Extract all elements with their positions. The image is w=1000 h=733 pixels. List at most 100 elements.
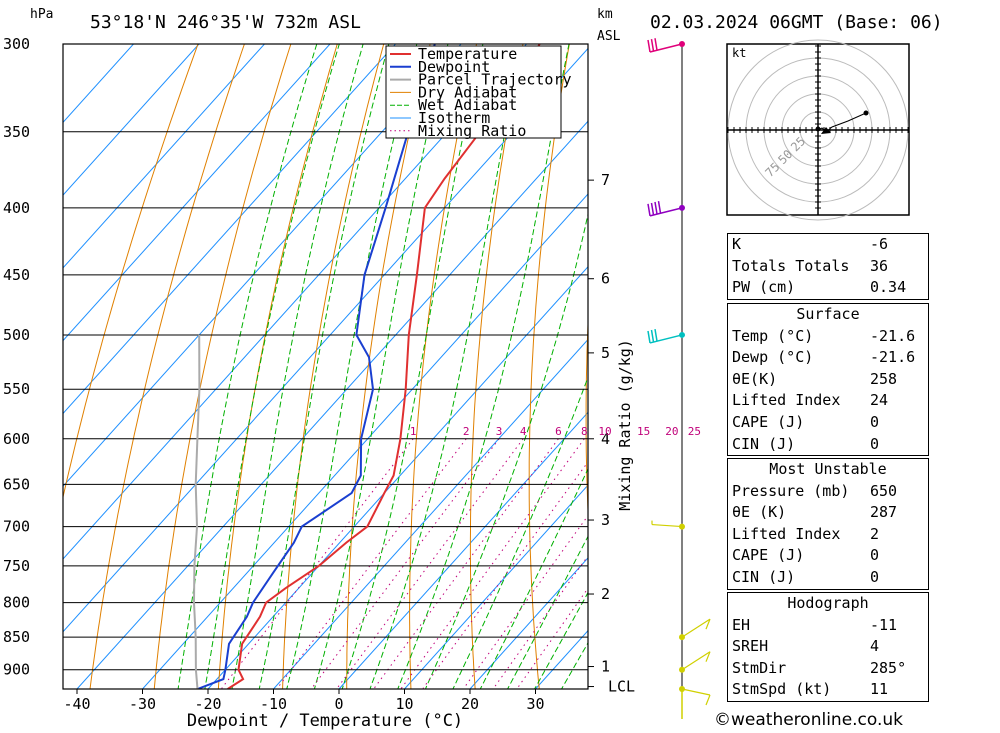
index-row: EH -11 — [728, 615, 928, 637]
dry-adiabat-line — [217, 44, 338, 689]
series-dewpoint — [197, 44, 436, 689]
mixing-ratio-label: 10 — [598, 425, 611, 438]
sounding-traces — [192, 44, 541, 689]
isotherm-line — [63, 44, 527, 560]
index-label: θE(K) — [732, 369, 778, 388]
isotherm-line — [63, 44, 265, 269]
hodograph-panel: Hodograph EH -11 SREH 4 StmDir 285° StmSpd (kt)… — [727, 592, 929, 702]
mixing-ratio-line — [400, 438, 585, 689]
wind-barb-shaft — [649, 207, 683, 217]
pressure-tick-label: 350 — [3, 123, 30, 141]
index-value: 0 — [870, 546, 880, 565]
panel-title: Surface — [796, 305, 860, 323]
pressure-tick-label: 850 — [3, 628, 30, 646]
hodograph-unit-label: kt — [732, 46, 746, 60]
km-tick-label: LCL — [608, 678, 635, 696]
panel-title: Most Unstable — [769, 460, 887, 478]
index-label: CAPE (J) — [732, 546, 805, 565]
hodograph-trace — [817, 112, 867, 133]
axis-labels: 300350400450500550600650700750800850900-… — [3, 35, 635, 713]
isotherm-line — [63, 44, 331, 342]
storm-motion-marker — [821, 127, 831, 134]
isotherm-line — [273, 338, 588, 689]
dry-adiabat-line — [528, 44, 570, 689]
index-row: SREH 4 — [728, 636, 928, 658]
wind-barb-shaft — [681, 618, 711, 638]
index-label: CIN (J) — [732, 567, 796, 586]
km-label: km — [597, 7, 613, 22]
credit-footer: ©weatheronline.co.uk — [714, 710, 904, 730]
mixing-ratio-label: 2 — [463, 425, 470, 438]
index-value: 24 — [870, 391, 889, 410]
mixing-ratio-label: 25 — [688, 425, 701, 438]
isotherm-line — [142, 193, 588, 689]
pressure-tick-label: 900 — [3, 661, 30, 679]
index-value: 650 — [870, 481, 898, 500]
km-tick-label: 2 — [601, 585, 610, 603]
mixing-ratio-line — [463, 514, 588, 689]
wind-barb-shaft — [681, 651, 711, 671]
pressure-tick-label: 600 — [3, 430, 30, 448]
wind-barb-flag — [654, 38, 658, 51]
wind-barb-shaft — [649, 334, 683, 344]
pressure-tick-label: 650 — [3, 475, 30, 493]
dry-adiabat-line — [941, 34, 1000, 691]
wind-barb-flag — [647, 203, 651, 216]
index-value: 285° — [870, 658, 907, 677]
x-tick-label: -40 — [63, 695, 90, 713]
pressure-tick-label: 550 — [3, 380, 30, 398]
dry-adiabat-line — [346, 44, 431, 689]
index-label: Lifted Index — [732, 391, 841, 410]
wet-adiabat-line — [452, 376, 588, 689]
index-value: 36 — [870, 256, 889, 275]
mixing-ratio-line — [493, 554, 588, 689]
mixing-ratio-label: 3 — [496, 425, 503, 438]
isotherm-line — [207, 266, 588, 689]
isotherm-line — [76, 120, 588, 689]
location-title: 53°18'N 246°35'W 732m ASL — [90, 12, 361, 33]
index-row: Lifted Index 24 — [728, 390, 928, 412]
index-value: 2 — [870, 524, 880, 543]
pressure-tick-label: 700 — [3, 518, 30, 536]
isotherm-line — [469, 557, 588, 689]
pressure-tick-label: 500 — [3, 326, 30, 344]
index-row: CIN (J) 0 — [728, 567, 928, 589]
km-tick-label: 1 — [601, 658, 610, 676]
x-tick-label: 10 — [395, 695, 413, 713]
wind-barb-flag — [705, 651, 711, 662]
wind-barb-flag — [647, 39, 651, 53]
index-row: K -6 — [728, 234, 928, 256]
index-row: StmSpd (kt) 11 — [728, 679, 928, 701]
index-row: Pressure (mb) 650 — [728, 481, 928, 503]
index-label: SREH — [732, 637, 769, 656]
mixing-ratio-line — [336, 438, 524, 689]
index-value: 0 — [870, 567, 880, 586]
index-row: θE(K) 258 — [728, 369, 928, 391]
wind-barb-shaft — [651, 523, 683, 528]
km-tick-label: 4 — [601, 430, 610, 448]
mixing-ratio-line — [221, 438, 414, 689]
pressure-tick-label: 750 — [3, 557, 30, 575]
index-label: Lifted Index — [732, 524, 841, 543]
series-parcel-trajectory — [192, 334, 201, 689]
index-row: PW (cm) 0.34 — [728, 277, 928, 299]
wind-barb-flag — [705, 618, 711, 630]
wet-adiabat-line — [313, 44, 449, 689]
index-row: Dewp (°C) -21.6 — [728, 347, 928, 369]
index-value: -6 — [870, 235, 889, 253]
dry-adiabat-line — [585, 313, 588, 521]
index-label: Totals Totals — [732, 256, 850, 275]
mixing-ratio-label: 6 — [555, 425, 562, 438]
surface-panel: Surface Temp (°C) -21.6 Dewp (°C) -21.6 θE(K)… — [727, 303, 929, 457]
index-row: Temp (°C) -21.6 — [728, 326, 928, 348]
index-value: -21.6 — [870, 348, 916, 367]
x-tick-label: 30 — [526, 695, 544, 713]
mixing-ratio-line — [516, 587, 588, 689]
index-label: Dewp (°C) — [732, 348, 814, 367]
isotherm-line — [63, 44, 462, 487]
wind-profile — [647, 38, 711, 719]
index-label: StmDir — [732, 658, 787, 677]
most-unstable-panel: Most Unstable Pressure (mb) 650 θE (K) 287 Li… — [727, 458, 929, 590]
isotherm-line — [338, 411, 588, 689]
